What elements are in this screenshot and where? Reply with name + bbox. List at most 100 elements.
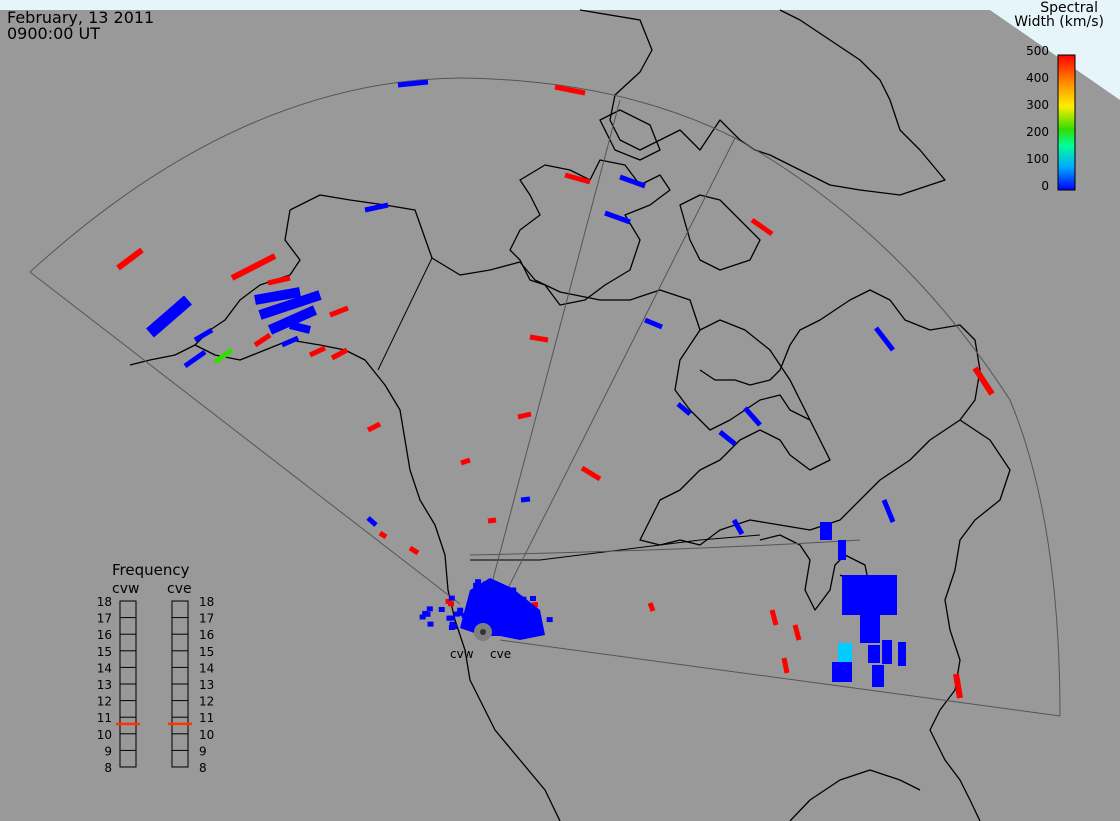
frequency-panel: Frequency cvw cve 18 18 17 17 16 16 15 15 14 14 13… <box>97 561 215 775</box>
radar-label-cvw: cvw <box>450 647 474 661</box>
colorbar-tick-200: 200 <box>1026 125 1049 139</box>
scatter-echo-cell <box>456 610 463 616</box>
radar-label-cve: cve <box>490 647 511 661</box>
scatter-echo <box>953 673 963 699</box>
scatter-echo-cell <box>532 602 538 608</box>
frequency-tick-left: 15 <box>97 645 112 659</box>
scatter-echo <box>308 345 327 358</box>
date-label: February, 13 2011 <box>7 8 155 27</box>
scatter-echo-cell <box>449 621 456 627</box>
scatter-echo <box>146 295 192 338</box>
scatter-echo <box>330 347 349 361</box>
frequency-tick-right: 13 <box>199 678 214 692</box>
colorbar-title-1: Spectral <box>1040 0 1098 16</box>
scatter-echo <box>676 402 692 416</box>
fov-bottom-edge <box>499 639 1061 717</box>
scatter-echo <box>230 253 277 281</box>
scatter-echo-cell <box>445 598 452 604</box>
frequency-tick-left: 9 <box>104 744 112 758</box>
frequency-tick-right: 11 <box>199 711 214 725</box>
hudson-bay <box>699 319 811 421</box>
frequency-tick-left: 18 <box>97 595 112 609</box>
scatter-echo <box>743 406 762 427</box>
scatter-echo-block <box>860 615 880 643</box>
scatter-echo <box>644 317 663 330</box>
fov-inner-arc <box>469 539 861 556</box>
scatter-echo <box>731 518 745 536</box>
scatter-echoes <box>116 79 995 699</box>
frequency-tick-right: 12 <box>199 695 214 709</box>
frequency-tick-left: 8 <box>104 761 112 775</box>
scatter-echo-cell <box>448 595 455 601</box>
borders <box>377 257 761 561</box>
time-label: 0900:00 UT <box>7 24 101 43</box>
scatter-echo <box>378 530 388 540</box>
scatter-echo <box>487 517 497 524</box>
near-range-fan <box>460 578 545 640</box>
scatter-echo-block <box>820 522 832 540</box>
frequency-scale: 18 18 17 17 16 16 15 15 14 14 13 13 12 12 11 11 10 10 9 9 8 8 <box>97 595 215 775</box>
frequency-tick-right: 10 <box>199 728 214 742</box>
frequency-tick-right: 17 <box>199 612 214 626</box>
scatter-echo <box>253 332 272 348</box>
colorbar-tick-500: 500 <box>1026 44 1049 58</box>
frequency-tick-left: 13 <box>97 678 112 692</box>
scatter-echo <box>267 305 318 335</box>
scatter-echo-block <box>838 643 852 665</box>
scatter-echo <box>329 305 349 318</box>
fov-beam-2 <box>479 99 621 629</box>
scatter-echo <box>520 496 531 503</box>
scatter-echo-cell <box>457 607 464 613</box>
frequency-tick-right: 9 <box>199 744 207 758</box>
scatter-echo-cell <box>446 615 453 621</box>
scatter-echo <box>258 290 322 320</box>
scatter-echo <box>193 327 214 343</box>
scatter-echo <box>397 79 429 88</box>
colorbar-tick-100: 100 <box>1026 152 1049 166</box>
frequency-radar-cvw: cvw <box>112 581 139 597</box>
frequency-title: Frequency <box>112 561 190 579</box>
colorbar-gradient <box>1057 54 1076 191</box>
us-canada-border <box>470 534 761 561</box>
colorbar: Spectral Width (km/s) 500 400 300 200 10… <box>1014 0 1104 193</box>
scatter-echo <box>718 430 737 446</box>
scatter-echo-cell <box>438 607 445 612</box>
frequency-tick-left: 16 <box>97 628 112 642</box>
gulf-coast <box>789 769 921 821</box>
scatter-echo <box>254 287 301 305</box>
scatter-echo-block <box>872 665 884 687</box>
frequency-tick-right: 14 <box>199 661 214 675</box>
scatter-echo-cell <box>419 614 426 620</box>
greenland-coast <box>579 9 946 196</box>
coastlines <box>129 9 1011 821</box>
scatter-echo <box>750 217 774 237</box>
frequency-radar-cve: cve <box>167 581 192 597</box>
frequency-tick-left: 14 <box>97 661 112 675</box>
scatter-echo <box>619 174 646 189</box>
scatter-echo-cell <box>448 625 455 630</box>
alaska-coast <box>289 194 981 546</box>
scatter-echo <box>366 516 378 527</box>
scatter-echo-cell <box>427 621 434 627</box>
frequency-tick-left: 11 <box>97 711 112 725</box>
sky-corner-right <box>990 10 1120 100</box>
frequency-tick-right: 18 <box>199 595 214 609</box>
arctic-islands-coast <box>509 159 671 306</box>
scatter-echo <box>881 499 896 523</box>
fov-left-edge <box>29 271 461 605</box>
scatter-echo-cell <box>422 610 429 616</box>
frequency-tick-right: 16 <box>199 628 214 642</box>
frequency-tick-right: 8 <box>199 761 207 775</box>
colorbar-tick-0: 0 <box>1041 179 1049 193</box>
scatter-echo-cell <box>473 582 480 588</box>
scatter-echo <box>769 609 779 626</box>
scatter-echo-block <box>832 662 852 682</box>
scatter-echo <box>781 657 790 674</box>
scatter-echo <box>116 247 144 271</box>
scatter-echo <box>647 602 656 612</box>
scatter-echo <box>529 334 549 343</box>
scatter-echo <box>792 624 802 641</box>
arctic-island-3 <box>679 194 761 271</box>
